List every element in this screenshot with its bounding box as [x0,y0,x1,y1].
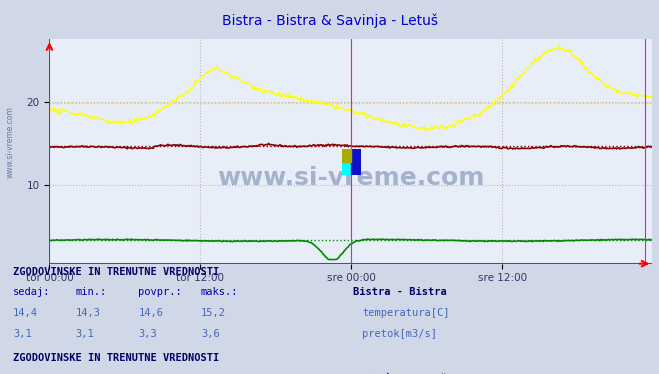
Text: 15,2: 15,2 [201,308,226,318]
Text: ZGODOVINSKE IN TRENUTNE VREDNOSTI: ZGODOVINSKE IN TRENUTNE VREDNOSTI [13,267,219,277]
Text: Bistra - Bistra & Savinja - Letuš: Bistra - Bistra & Savinja - Letuš [221,13,438,28]
Bar [351,148,361,175]
Text: 3,1: 3,1 [13,329,32,338]
Text: ZGODOVINSKE IN TRENUTNE VREDNOSTI: ZGODOVINSKE IN TRENUTNE VREDNOSTI [13,353,219,363]
Text: www.si-vreme.com: www.si-vreme.com [5,106,14,178]
Text: min.:: min.: [76,288,107,297]
Text: 3,6: 3,6 [201,329,219,338]
Text: 3,3: 3,3 [138,329,157,338]
Text: pretok[m3/s]: pretok[m3/s] [362,329,438,338]
Text: Savinja - Letuš: Savinja - Letuš [353,373,446,374]
Text: 14,6: 14,6 [138,308,163,318]
Text: maks.:: maks.: [201,288,239,297]
Text: 14,3: 14,3 [76,308,101,318]
Text: Bistra - Bistra: Bistra - Bistra [353,288,446,297]
Text: 3,1: 3,1 [76,329,94,338]
Text: www.si-vreme.com: www.si-vreme.com [217,166,484,190]
Bar [341,148,351,162]
Text: povpr.:: povpr.: [138,288,182,297]
Text: 14,4: 14,4 [13,308,38,318]
Bar [341,162,351,175]
Text: sedaj:: sedaj: [13,288,51,297]
Text: temperatura[C]: temperatura[C] [362,308,450,318]
